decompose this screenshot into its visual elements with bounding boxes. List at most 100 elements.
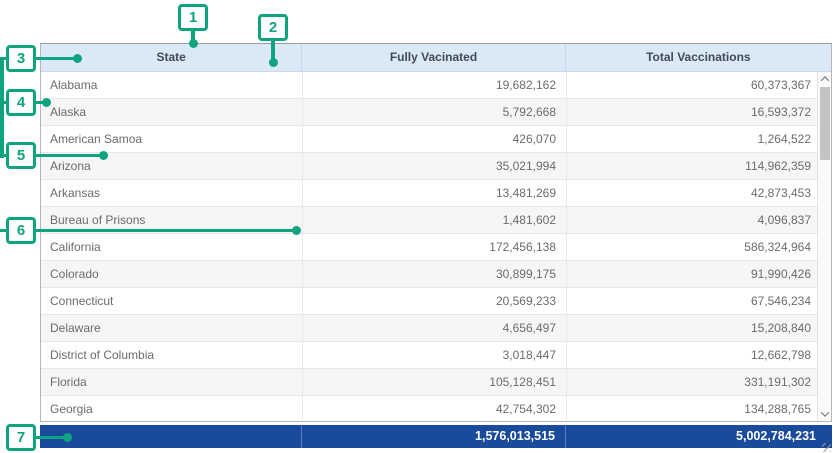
table-summary-row: 1,576,013,515 5,002,784,231 bbox=[40, 425, 832, 448]
summary-cell-fully-vaccinated: 1,576,013,515 bbox=[302, 425, 566, 448]
cell-fully-vaccinated: 3,018,447 bbox=[303, 342, 567, 368]
cell-state: Alaska bbox=[41, 99, 303, 125]
vertical-scrollbar[interactable] bbox=[817, 72, 831, 421]
table-row[interactable]: American Samoa 426,070 1,264,522 bbox=[41, 126, 831, 153]
scroll-up-button[interactable] bbox=[818, 72, 831, 86]
table-row[interactable]: Arkansas 13,481,269 42,873,453 bbox=[41, 180, 831, 207]
callout-1: 1 bbox=[178, 4, 208, 31]
callout-7-connector bbox=[33, 435, 67, 439]
cell-total-vaccinations: 16,593,372 bbox=[750, 105, 811, 119]
cell-total-vaccinations: 331,191,302 bbox=[744, 375, 811, 389]
cell-state: Delaware bbox=[41, 315, 303, 341]
callout-4-stub bbox=[0, 100, 6, 104]
table-row[interactable]: Alabama 19,682,162 60,373,367 bbox=[41, 72, 831, 99]
cell-state: Alabama bbox=[41, 72, 303, 98]
cell-fully-vaccinated: 5,792,668 bbox=[303, 99, 567, 125]
callout-1-dot bbox=[188, 38, 198, 48]
cell-fully-vaccinated: 4,656,497 bbox=[303, 315, 567, 341]
callout-6-dot bbox=[291, 226, 301, 235]
column-header-fully-vaccinated[interactable]: Fully Vacinated bbox=[302, 44, 566, 71]
scrollbar-thumb[interactable] bbox=[819, 87, 830, 160]
cell-fully-vaccinated: 13,481,269 bbox=[303, 180, 567, 206]
callout-5: 5 bbox=[6, 142, 36, 169]
table-row[interactable]: Georgia 42,754,302 134,288,765 bbox=[41, 396, 831, 421]
cell-fully-vaccinated: 42,754,302 bbox=[303, 396, 567, 421]
callout-number: 3 bbox=[16, 50, 26, 67]
callout-5-stub bbox=[0, 153, 6, 157]
cell-fully-vaccinated: 172,456,138 bbox=[303, 234, 567, 260]
resize-grip-icon[interactable] bbox=[822, 443, 831, 452]
cell-state: California bbox=[41, 234, 303, 260]
cell-state: Connecticut bbox=[41, 288, 303, 314]
cell-state: Georgia bbox=[41, 396, 303, 421]
callout-number: 5 bbox=[16, 147, 26, 164]
cell-state: Arkansas bbox=[41, 180, 303, 206]
callout-1-connector bbox=[191, 30, 195, 43]
cell-fully-vaccinated: 20,569,233 bbox=[303, 288, 567, 314]
callout-number: 6 bbox=[16, 222, 26, 239]
cell-state: Florida bbox=[41, 369, 303, 395]
cell-fully-vaccinated: 19,682,162 bbox=[303, 72, 567, 98]
callout-number: 4 bbox=[16, 94, 26, 111]
callout-2: 2 bbox=[258, 14, 288, 41]
table-header-row: State Fully Vacinated Total Vaccinations bbox=[41, 44, 831, 72]
callout-3-dot bbox=[72, 54, 82, 63]
table-row[interactable]: Arizona 35,021,994 114,962,359 bbox=[41, 153, 831, 180]
table-body: Alabama 19,682,162 60,373,367 Alaska 5,7… bbox=[41, 72, 831, 421]
callout-left-connector bbox=[0, 56, 4, 158]
callout-2-dot bbox=[268, 57, 278, 67]
callout-6-connector bbox=[33, 228, 296, 232]
column-header-total-vaccinations[interactable]: Total Vaccinations bbox=[646, 50, 751, 64]
cell-total-vaccinations: 12,662,798 bbox=[750, 348, 811, 362]
callout-4: 4 bbox=[6, 89, 36, 116]
table-row[interactable]: Alaska 5,792,668 16,593,372 bbox=[41, 99, 831, 126]
table-row[interactable]: Delaware 4,656,497 15,208,840 bbox=[41, 315, 831, 342]
cell-total-vaccinations: 15,208,840 bbox=[750, 321, 811, 335]
cell-total-vaccinations: 1,264,522 bbox=[757, 132, 811, 146]
callout-2-connector bbox=[271, 40, 275, 62]
cell-total-vaccinations: 134,288,765 bbox=[744, 402, 811, 416]
scroll-down-button[interactable] bbox=[818, 407, 831, 421]
cell-total-vaccinations: 586,324,964 bbox=[744, 240, 811, 254]
callout-5-connector bbox=[33, 153, 103, 157]
callout-number: 1 bbox=[188, 9, 198, 26]
cell-fully-vaccinated: 426,070 bbox=[303, 126, 567, 152]
callout-number: 7 bbox=[16, 429, 26, 446]
chevron-down-icon bbox=[820, 408, 829, 417]
cell-total-vaccinations: 4,096,837 bbox=[757, 213, 811, 227]
callout-3-stub bbox=[0, 56, 6, 60]
column-header-state[interactable]: State bbox=[41, 44, 303, 71]
cell-state: Colorado bbox=[41, 261, 303, 287]
callout-4-dot bbox=[41, 98, 51, 107]
cell-state: Arizona bbox=[41, 153, 303, 179]
cell-fully-vaccinated: 1,481,602 bbox=[303, 207, 567, 233]
callout-6: 6 bbox=[6, 217, 36, 244]
chevron-up-icon bbox=[820, 76, 829, 85]
callout-7-dot bbox=[62, 433, 72, 442]
callout-5-dot bbox=[98, 151, 108, 160]
callout-3-connector bbox=[33, 56, 77, 60]
cell-fully-vaccinated: 105,128,451 bbox=[303, 369, 567, 395]
cell-total-vaccinations: 67,546,234 bbox=[750, 294, 811, 308]
table-row[interactable]: Colorado 30,899,175 91,990,426 bbox=[41, 261, 831, 288]
cell-fully-vaccinated: 35,021,994 bbox=[303, 153, 567, 179]
cell-fully-vaccinated: 30,899,175 bbox=[303, 261, 567, 287]
callout-4-connector bbox=[33, 100, 46, 104]
cell-total-vaccinations: 42,873,453 bbox=[750, 186, 811, 200]
cell-state: American Samoa bbox=[41, 126, 303, 152]
table-row[interactable]: Florida 105,128,451 331,191,302 bbox=[41, 369, 831, 396]
cell-total-vaccinations: 91,990,426 bbox=[750, 267, 811, 281]
cell-state: Bureau of Prisons bbox=[41, 207, 303, 233]
table-row[interactable]: Connecticut 20,569,233 67,546,234 bbox=[41, 288, 831, 315]
callout-3: 3 bbox=[6, 45, 36, 72]
cell-total-vaccinations: 60,373,367 bbox=[750, 78, 811, 92]
callout-number: 2 bbox=[268, 19, 278, 36]
table-row[interactable]: Bureau of Prisons 1,481,602 4,096,837 bbox=[41, 207, 831, 234]
callout-6-stub bbox=[0, 228, 6, 232]
vaccination-table: State Fully Vacinated Total Vaccinations… bbox=[40, 43, 832, 422]
cell-state: District of Columbia bbox=[41, 342, 303, 368]
table-row[interactable]: District of Columbia 3,018,447 12,662,79… bbox=[41, 342, 831, 369]
table-row[interactable]: California 172,456,138 586,324,964 bbox=[41, 234, 831, 261]
cell-total-vaccinations: 114,962,359 bbox=[745, 159, 811, 173]
